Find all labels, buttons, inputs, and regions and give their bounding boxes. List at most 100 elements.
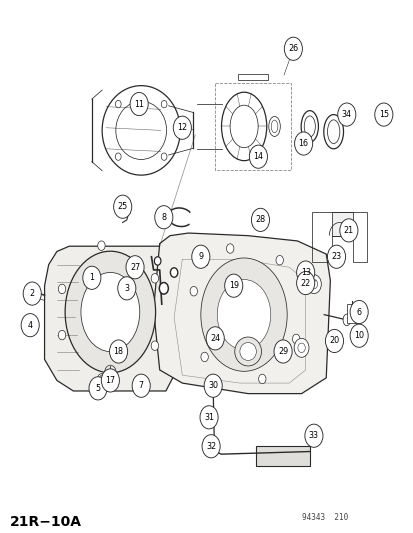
Text: 4: 4 — [28, 321, 33, 330]
Circle shape — [297, 343, 304, 352]
Circle shape — [258, 374, 266, 384]
Circle shape — [101, 369, 119, 392]
Text: 30: 30 — [208, 381, 218, 390]
Text: 22: 22 — [300, 279, 310, 288]
Text: 6: 6 — [356, 308, 361, 317]
Text: 12: 12 — [177, 123, 187, 132]
Ellipse shape — [65, 251, 155, 373]
Ellipse shape — [268, 116, 280, 136]
Circle shape — [191, 245, 209, 268]
Circle shape — [151, 341, 158, 350]
Text: 27: 27 — [130, 263, 140, 272]
Circle shape — [349, 301, 367, 324]
Ellipse shape — [200, 258, 287, 372]
Text: 9: 9 — [198, 252, 203, 261]
Circle shape — [200, 352, 208, 362]
Text: 32: 32 — [206, 442, 216, 451]
Text: 21: 21 — [343, 226, 353, 235]
Text: 17: 17 — [105, 376, 115, 385]
Circle shape — [251, 208, 269, 231]
Circle shape — [115, 100, 121, 108]
Ellipse shape — [304, 116, 315, 137]
Circle shape — [306, 274, 320, 294]
Circle shape — [284, 37, 301, 60]
Text: 28: 28 — [255, 215, 265, 224]
Circle shape — [337, 103, 355, 126]
Circle shape — [115, 153, 121, 160]
Text: 14: 14 — [253, 152, 263, 161]
Text: 94343  210: 94343 210 — [301, 513, 347, 522]
Circle shape — [339, 219, 357, 242]
Text: 8: 8 — [161, 213, 166, 222]
Circle shape — [204, 374, 222, 397]
Ellipse shape — [170, 268, 177, 277]
Circle shape — [202, 435, 220, 458]
Circle shape — [58, 330, 66, 340]
Text: 1: 1 — [89, 273, 94, 282]
Circle shape — [161, 100, 166, 108]
Bar — [332, 212, 352, 236]
Text: 21R−10A: 21R−10A — [9, 515, 81, 529]
Circle shape — [296, 271, 314, 295]
Polygon shape — [153, 233, 330, 393]
Circle shape — [273, 340, 292, 363]
Ellipse shape — [221, 92, 266, 160]
Ellipse shape — [323, 115, 343, 149]
Text: 19: 19 — [228, 281, 238, 290]
Circle shape — [275, 255, 283, 265]
Bar — [215, 83, 291, 170]
Text: 25: 25 — [117, 202, 128, 211]
Circle shape — [83, 266, 101, 289]
Text: 5: 5 — [95, 384, 100, 393]
Circle shape — [23, 282, 41, 305]
Circle shape — [226, 244, 233, 253]
Circle shape — [89, 377, 107, 400]
Circle shape — [209, 442, 217, 453]
Circle shape — [294, 132, 312, 155]
Text: 16: 16 — [298, 139, 308, 148]
Circle shape — [199, 406, 218, 429]
Circle shape — [154, 257, 161, 265]
Text: 15: 15 — [378, 110, 388, 119]
Text: 11: 11 — [134, 100, 144, 109]
Circle shape — [224, 274, 242, 297]
Circle shape — [292, 334, 299, 344]
Circle shape — [294, 338, 308, 357]
Text: 10: 10 — [353, 331, 363, 340]
Circle shape — [126, 256, 144, 279]
Circle shape — [58, 284, 66, 294]
Circle shape — [109, 340, 127, 363]
Circle shape — [21, 313, 39, 337]
Circle shape — [304, 424, 322, 447]
Circle shape — [130, 92, 148, 116]
Ellipse shape — [230, 105, 258, 148]
Circle shape — [327, 245, 345, 268]
Ellipse shape — [217, 279, 270, 350]
Circle shape — [154, 206, 173, 229]
Circle shape — [296, 261, 314, 284]
Circle shape — [349, 324, 367, 348]
Circle shape — [309, 279, 317, 289]
Ellipse shape — [234, 337, 261, 366]
Circle shape — [151, 273, 158, 283]
Text: 2: 2 — [30, 289, 35, 298]
Text: 18: 18 — [113, 347, 123, 356]
Circle shape — [249, 145, 267, 168]
Text: 23: 23 — [331, 252, 341, 261]
Circle shape — [206, 327, 224, 350]
Ellipse shape — [327, 120, 339, 143]
Bar — [346, 304, 356, 322]
Ellipse shape — [300, 111, 318, 142]
Circle shape — [97, 374, 105, 383]
Text: 26: 26 — [287, 44, 298, 53]
Text: 29: 29 — [277, 347, 287, 356]
Ellipse shape — [81, 272, 140, 352]
Circle shape — [161, 153, 166, 160]
Text: 7: 7 — [138, 381, 143, 390]
Text: 33: 33 — [308, 431, 318, 440]
Text: 3: 3 — [124, 284, 129, 293]
Circle shape — [132, 374, 150, 397]
Ellipse shape — [159, 282, 168, 294]
Circle shape — [325, 329, 343, 352]
Text: 34: 34 — [341, 110, 351, 119]
